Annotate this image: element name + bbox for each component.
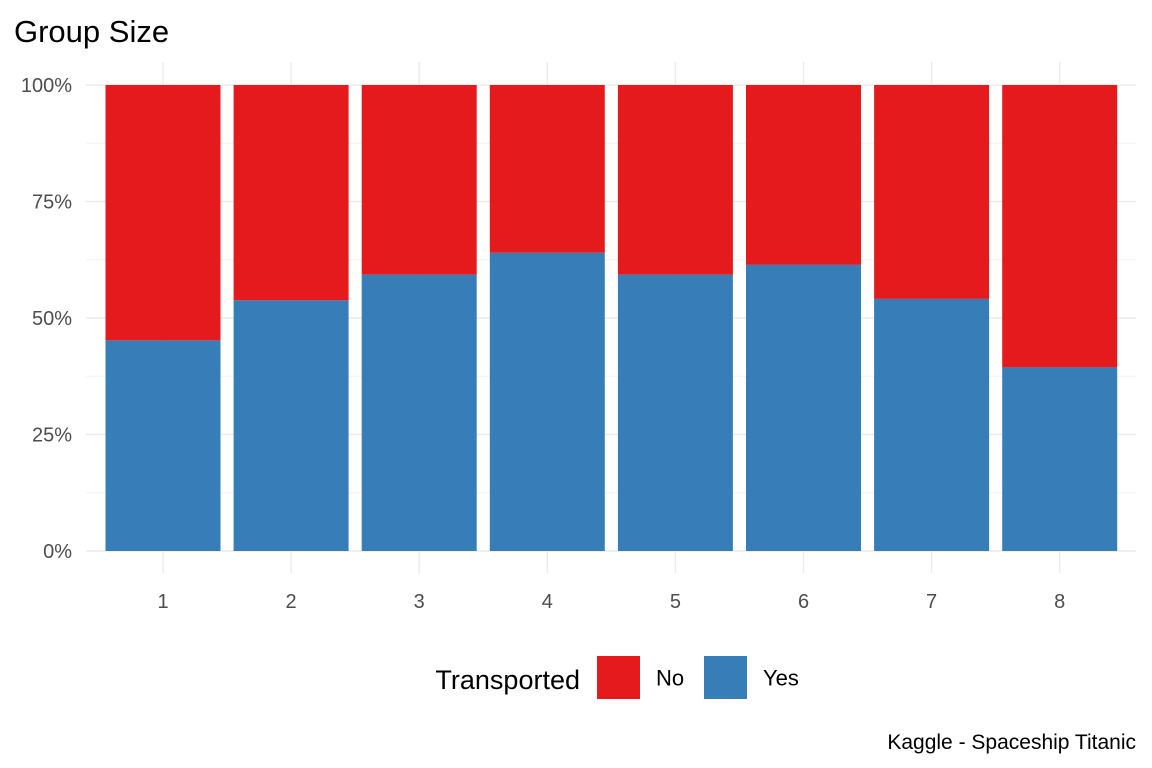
- bars: [105, 85, 1118, 551]
- x-tick-label: 6: [798, 591, 809, 613]
- x-tick-label: 3: [414, 591, 425, 613]
- legend-label-yes: Yes: [763, 666, 799, 691]
- legend-key-no: [597, 656, 640, 699]
- bar-yes-4: [489, 252, 605, 551]
- bar-no-5: [617, 85, 733, 275]
- y-tick-label: 100%: [21, 75, 72, 97]
- y-tick-label: 0%: [43, 541, 72, 563]
- bar-no-2: [233, 85, 349, 301]
- bar-no-3: [361, 85, 477, 275]
- x-axis-ticks: 1 2 3 4 5 6 7 8: [157, 591, 1065, 613]
- bar-yes-8: [1002, 367, 1118, 551]
- y-tick-label: 75%: [32, 192, 72, 214]
- x-tick-label: 2: [286, 591, 297, 613]
- bar-yes-1: [105, 340, 221, 551]
- y-tick-label: 25%: [32, 425, 72, 447]
- bar-yes-6: [746, 264, 861, 551]
- x-tick-label: 1: [157, 591, 168, 613]
- chart-caption: Kaggle - Spaceship Titanic: [887, 731, 1136, 754]
- y-tick-label: 50%: [32, 308, 72, 330]
- bar-yes-2: [233, 300, 349, 551]
- bar-yes-3: [361, 274, 477, 551]
- x-tick-label: 7: [926, 591, 937, 613]
- bar-no-8: [1002, 85, 1118, 368]
- bar-no-7: [874, 85, 990, 299]
- legend-title: Transported: [435, 665, 580, 695]
- bar-yes-5: [617, 274, 733, 551]
- legend: Transported No Yes: [435, 656, 799, 699]
- legend-label-no: No: [656, 666, 684, 691]
- bar-no-4: [489, 85, 605, 253]
- chart-title: Group Size: [14, 14, 169, 49]
- x-tick-label: 5: [670, 591, 681, 613]
- y-axis-ticks: 0% 25% 50% 75% 100%: [21, 75, 72, 563]
- bar-yes-7: [874, 298, 990, 551]
- x-tick-label: 4: [542, 591, 553, 613]
- legend-key-yes: [704, 656, 747, 699]
- bar-no-1: [105, 85, 221, 341]
- x-tick-label: 8: [1054, 591, 1065, 613]
- bar-no-6: [746, 85, 861, 265]
